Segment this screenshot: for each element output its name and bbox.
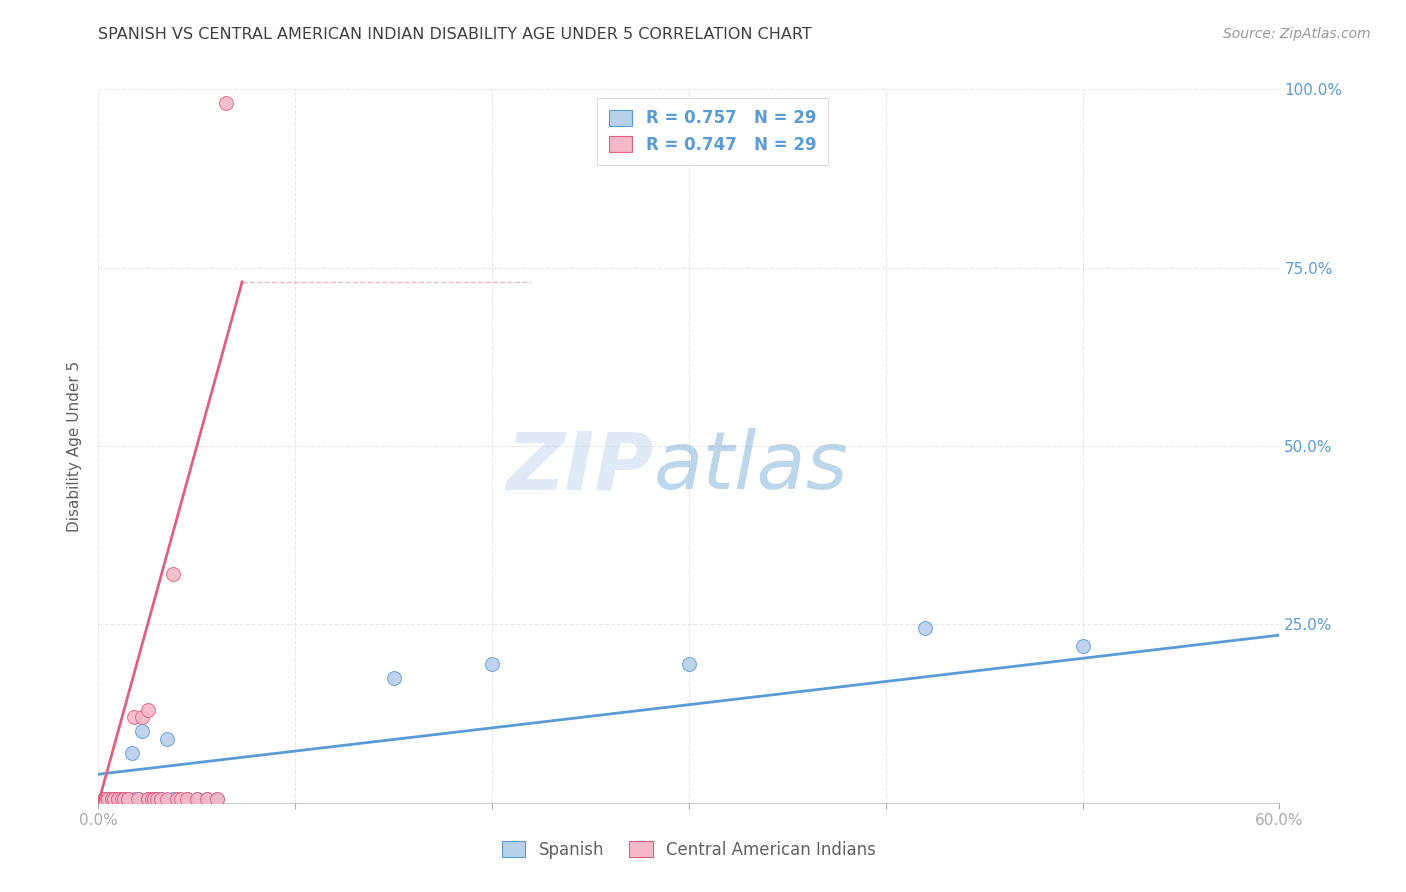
Point	[141, 792, 163, 806]
Y-axis label: Disability Age Under 5: Disability Age Under 5	[67, 360, 83, 532]
Point	[131, 710, 153, 724]
Point	[112, 792, 135, 806]
Point	[162, 567, 184, 582]
Point	[117, 792, 139, 806]
Point	[150, 792, 173, 806]
Point	[101, 792, 124, 806]
Point	[176, 792, 198, 806]
Point	[103, 792, 125, 806]
Point	[136, 792, 159, 806]
Point	[93, 792, 115, 806]
Point	[1071, 639, 1094, 653]
Point	[127, 792, 149, 806]
Point	[156, 731, 179, 746]
Text: atlas: atlas	[654, 428, 848, 507]
Point	[111, 792, 134, 806]
Point	[97, 792, 120, 806]
Point	[141, 792, 163, 806]
Point	[146, 792, 169, 806]
Point	[121, 746, 143, 760]
Point	[136, 703, 159, 717]
Point	[195, 792, 218, 806]
Legend: Spanish, Central American Indians: Spanish, Central American Indians	[495, 835, 883, 866]
Point	[131, 724, 153, 739]
Point	[136, 792, 159, 806]
Point	[97, 792, 120, 806]
Point	[122, 710, 145, 724]
Text: Source: ZipAtlas.com: Source: ZipAtlas.com	[1223, 27, 1371, 41]
Point	[176, 792, 198, 806]
Point	[107, 792, 129, 806]
Point	[195, 792, 218, 806]
Point	[156, 792, 179, 806]
Point	[150, 792, 173, 806]
Point	[914, 621, 936, 635]
Point	[107, 792, 129, 806]
Point	[481, 657, 503, 671]
Point	[186, 792, 208, 806]
Point	[186, 792, 208, 806]
Point	[111, 792, 134, 806]
Point	[93, 792, 115, 806]
Point	[101, 792, 124, 806]
Point	[678, 657, 700, 671]
Text: ZIP: ZIP	[506, 428, 654, 507]
Point	[205, 792, 228, 806]
Point	[146, 792, 169, 806]
Point	[382, 671, 405, 685]
Point	[170, 792, 193, 806]
Point	[112, 792, 135, 806]
Text: SPANISH VS CENTRAL AMERICAN INDIAN DISABILITY AGE UNDER 5 CORRELATION CHART: SPANISH VS CENTRAL AMERICAN INDIAN DISAB…	[98, 27, 813, 42]
Point	[103, 792, 125, 806]
Point	[166, 792, 188, 806]
Point	[107, 792, 129, 806]
Point	[136, 792, 159, 806]
Point	[205, 792, 228, 806]
Point	[215, 96, 238, 111]
Point	[142, 792, 165, 806]
Point	[122, 792, 145, 806]
Point	[166, 792, 188, 806]
Point	[162, 792, 184, 806]
Point	[117, 792, 139, 806]
Point	[117, 792, 139, 806]
Point	[117, 792, 139, 806]
Point	[127, 792, 149, 806]
